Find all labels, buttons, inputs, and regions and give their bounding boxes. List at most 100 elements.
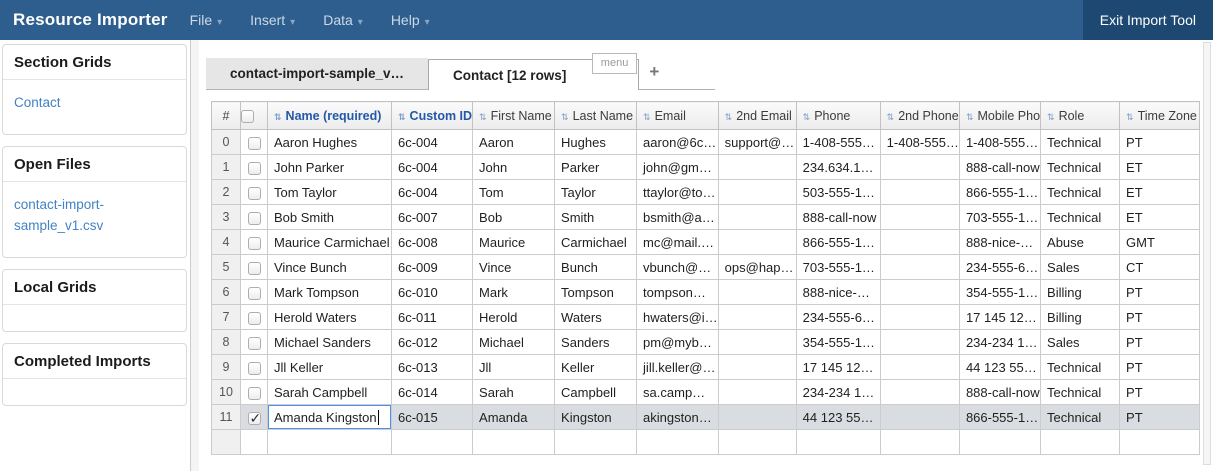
add-tab-button[interactable]: + [649,62,660,81]
cell-first-name[interactable]: Bob [472,204,556,230]
cell-2nd-phone[interactable] [879,254,960,280]
cell-email[interactable]: akingston… [636,404,719,430]
cell-email[interactable]: tompson… [636,279,719,305]
cell-name-required[interactable]: Sarah Campbell [267,379,392,405]
column-header-time-zone[interactable]: ⇅ Time Zone [1119,101,1201,130]
cell-role[interactable]: Billing [1040,279,1121,305]
row-checkbox[interactable] [247,136,261,150]
cell-2nd-email[interactable] [717,404,797,430]
cell-mobile-pho[interactable]: 17 145 12… [958,304,1042,330]
cell-last-name[interactable]: Hughes [554,129,638,155]
cell-2nd-email[interactable] [717,204,797,230]
cell-2nd-phone[interactable]: 1-408-555… [879,129,960,155]
cell-2nd-phone[interactable] [879,154,960,180]
cell-last-name[interactable]: Keller [554,354,638,380]
cell-first-name[interactable]: Amanda [472,404,556,430]
cell-phone[interactable]: 503-555-1… [795,179,881,205]
cell-role[interactable]: Technical [1040,129,1121,155]
row-checkbox[interactable] [247,261,261,275]
cell-mobile-pho[interactable]: 866-555-1… [958,179,1042,205]
cell-mobile-pho[interactable]: 234-555-6… [958,254,1042,280]
cell-first-name[interactable]: Tom [472,179,556,205]
cell-role[interactable]: Technical [1040,204,1121,230]
cell-name-required[interactable]: Mark Tompson [267,279,392,305]
cell-last-name[interactable] [554,429,638,455]
cell-mobile-pho[interactable]: 354-555-1… [958,279,1042,305]
cell-custom-id[interactable]: 6c-004 [390,154,474,180]
cell-first-name[interactable]: Jll [472,354,556,380]
row-checkbox[interactable] [247,236,261,250]
cell-mobile-pho[interactable]: 703-555-1… [958,204,1042,230]
cell-role[interactable]: Technical [1040,154,1121,180]
cell-2nd-phone[interactable] [879,279,960,305]
cell-role[interactable]: Technical [1040,179,1121,205]
cell-custom-id[interactable]: 6c-008 [390,229,474,255]
cell-time-zone[interactable]: PT [1119,379,1201,405]
cell-phone[interactable]: 17 145 12… [795,354,881,380]
cell-time-zone[interactable]: ET [1119,204,1201,230]
cell-first-name[interactable]: Herold [472,304,556,330]
cell-2nd-phone[interactable] [879,204,960,230]
cell-time-zone[interactable]: PT [1119,304,1201,330]
cell-2nd-email[interactable] [717,429,797,455]
cell-name-required[interactable] [267,429,392,455]
cell-name-required[interactable]: Tom Taylor [267,179,392,205]
cell-2nd-email[interactable] [717,379,797,405]
cell-role[interactable]: Technical [1040,354,1121,380]
menu-insert[interactable]: Insert ▾ [250,12,295,28]
cell-phone[interactable]: 354-555-1… [795,329,881,355]
cell-email[interactable]: john@gm… [636,154,719,180]
column-header-name-required[interactable]: ⇅ Name (required) [267,101,392,130]
cell-name-required[interactable]: Amanda Kingston [267,404,392,430]
cell-last-name[interactable]: Sanders [554,329,638,355]
cell-custom-id[interactable] [390,429,474,455]
cell-name-required[interactable]: Michael Sanders [267,329,392,355]
cell-2nd-phone[interactable] [879,329,960,355]
cell-mobile-pho[interactable]: 888-call-now [958,154,1042,180]
cell-first-name[interactable]: Mark [472,279,556,305]
cell-role[interactable]: Sales [1040,329,1121,355]
exit-import-tool-button[interactable]: Exit Import Tool [1082,0,1213,40]
cell-name-required[interactable]: Maurice Carmichael [267,229,392,255]
cell-time-zone[interactable]: CT [1119,254,1201,280]
cell-time-zone[interactable]: GMT [1119,229,1201,255]
cell-phone[interactable]: 888-nice-… [795,279,881,305]
cell-phone[interactable]: 888-call-now [795,204,881,230]
cell-mobile-pho[interactable] [958,429,1042,455]
cell-phone[interactable]: 1-408-555… [795,129,881,155]
cell-time-zone[interactable]: ET [1119,154,1201,180]
column-header-last-name[interactable]: ⇅ Last Name [554,101,638,130]
cell-email[interactable]: mc@mail.… [636,229,719,255]
cell-email[interactable]: ttaylor@to… [636,179,719,205]
sidebar-item-contact-import-sample-v1-csv[interactable]: contact-import-sample_v1.csv [14,196,105,233]
sidebar-scrollbar[interactable] [190,40,199,471]
cell-phone[interactable]: 866-555-1… [795,229,881,255]
cell-time-zone[interactable]: ET [1119,179,1201,205]
cell-custom-id[interactable]: 6c-011 [390,304,474,330]
cell-2nd-email[interactable] [717,304,797,330]
cell-email[interactable]: aaron@6c… [636,129,719,155]
cell-time-zone[interactable]: PT [1119,329,1201,355]
cell-first-name[interactable] [472,429,556,455]
row-checkbox[interactable] [247,386,261,400]
cell-mobile-pho[interactable]: 866-555-1… [958,404,1042,430]
tab-contact-import-sample-v[interactable]: contact-import-sample_v… [206,58,429,89]
row-checkbox[interactable] [247,311,261,325]
cell-phone[interactable]: 703-555-1… [795,254,881,280]
cell-first-name[interactable]: Aaron [472,129,556,155]
cell-phone[interactable] [795,429,881,455]
cell-2nd-phone[interactable] [879,354,960,380]
cell-name-required[interactable]: Jll Keller [267,354,392,380]
cell-name-required[interactable]: Aaron Hughes [267,129,392,155]
cell-2nd-email[interactable] [717,279,797,305]
column-header-phone[interactable]: ⇅ Phone [795,101,881,130]
cell-email[interactable]: bsmith@a… [636,204,719,230]
cell-2nd-email[interactable]: ops@hap… [717,254,797,280]
cell-last-name[interactable]: Carmichael [554,229,638,255]
cell-custom-id[interactable]: 6c-015 [390,404,474,430]
cell-time-zone[interactable]: PT [1119,354,1201,380]
cell-name-required[interactable]: Bob Smith [267,204,392,230]
cell-role[interactable]: Billing [1040,304,1121,330]
column-header-2nd-phone[interactable]: ⇅ 2nd Phone [879,101,960,130]
cell-custom-id[interactable]: 6c-014 [390,379,474,405]
